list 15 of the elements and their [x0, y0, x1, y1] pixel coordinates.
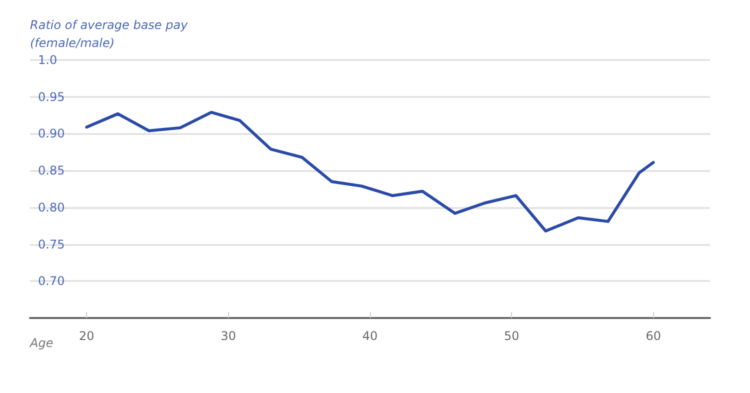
x-axis-title: Age [29, 336, 54, 350]
y-tick-label: 0.80 [38, 200, 65, 214]
x-tick-label: 40 [362, 329, 378, 343]
y-axis-title: Ratio of average base pay (female/male) [30, 18, 189, 50]
y-tick-label: 1.0 [38, 53, 58, 67]
y-tick-label: 0.75 [38, 237, 65, 252]
x-tick-label: 20 [79, 329, 94, 343]
y-tick-label: 0.70 [38, 274, 65, 288]
x-tick-label: 30 [220, 329, 236, 343]
y-tick-label: 0.90 [38, 126, 65, 141]
x-tick-label: 50 [504, 329, 520, 343]
line-series [85, 110, 655, 233]
y-tick-label: 0.85 [38, 164, 65, 178]
x-tick-label: 60 [646, 329, 661, 343]
y-tick-label: 0.95 [38, 90, 65, 104]
